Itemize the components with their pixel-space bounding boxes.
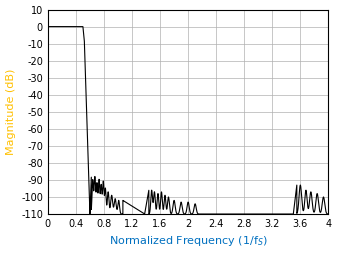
X-axis label: Normalized Frequency (1/f$_S$): Normalized Frequency (1/f$_S$) <box>109 234 268 248</box>
Y-axis label: Magnitude (dB): Magnitude (dB) <box>5 69 16 155</box>
